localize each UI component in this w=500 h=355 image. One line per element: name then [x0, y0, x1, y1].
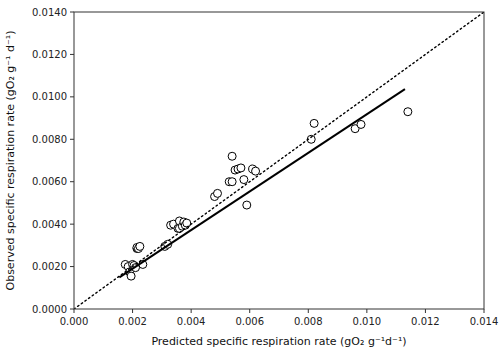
point [243, 201, 251, 209]
point [240, 176, 248, 184]
y-tick [70, 54, 74, 55]
plot-data [74, 12, 484, 309]
y-tick [70, 309, 74, 310]
point [237, 164, 245, 172]
regression-line [119, 89, 405, 277]
x-tick [484, 309, 485, 313]
point [252, 167, 260, 175]
x-tick-label: 0.010 [353, 316, 382, 327]
y-tick-label: 0.0060 [32, 176, 67, 187]
plot-area [74, 12, 484, 309]
x-tick [249, 309, 250, 313]
point [228, 178, 236, 186]
chart: 0.000 0.002 0.004 0.006 0.008 0.010 0.012 0.014… [0, 0, 500, 355]
y-tick-label: 0.0140 [32, 7, 67, 18]
point [136, 242, 144, 250]
y-tick [70, 181, 74, 182]
x-tick [425, 309, 426, 313]
x-tick-label: 0.006 [235, 316, 264, 327]
point [404, 108, 412, 116]
point [228, 152, 236, 160]
y-tick [70, 266, 74, 267]
y-tick-label: 0.0040 [32, 219, 67, 230]
y-tick [70, 12, 74, 13]
reference-line [74, 12, 484, 309]
y-tick-label: 0.0100 [32, 91, 67, 102]
point [127, 272, 135, 280]
y-tick-label: 0.0000 [32, 304, 67, 315]
x-axis-label: Predicted specific respiration rate (gO₂… [151, 335, 406, 348]
y-tick-label: 0.0080 [32, 134, 67, 145]
x-tick-label: 0.002 [118, 316, 147, 327]
x-tick-label: 0.008 [294, 316, 323, 327]
x-tick [132, 309, 133, 313]
point [357, 120, 365, 128]
x-tick-label: 0.000 [60, 316, 89, 327]
y-tick [70, 224, 74, 225]
y-tick [70, 139, 74, 140]
y-tick [70, 96, 74, 97]
y-tick-label: 0.0120 [32, 49, 67, 60]
y-tick-label: 0.0020 [32, 261, 67, 272]
plot-frame [74, 12, 484, 309]
x-tick [366, 309, 367, 313]
x-tick [74, 309, 75, 313]
x-tick-label: 0.014 [470, 316, 499, 327]
x-tick-label: 0.012 [411, 316, 440, 327]
x-tick-label: 0.004 [177, 316, 206, 327]
point [214, 189, 222, 197]
x-tick [308, 309, 309, 313]
x-tick [191, 309, 192, 313]
point [310, 119, 318, 127]
y-axis-label: Observed specific respiration rate (gO₂ … [4, 31, 17, 291]
point [183, 219, 191, 227]
